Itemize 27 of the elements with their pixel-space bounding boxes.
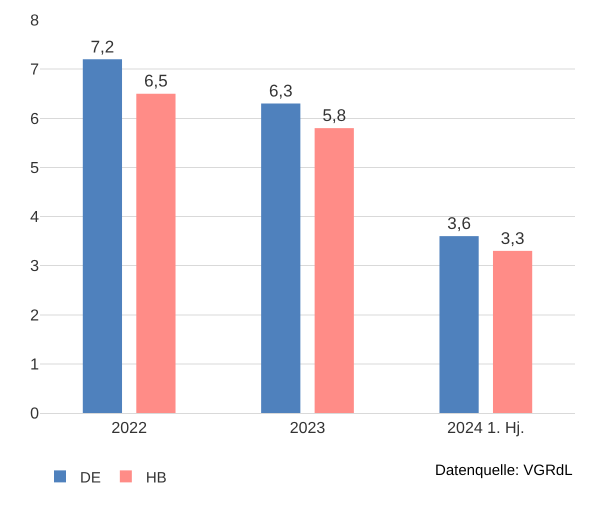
data-label: 7,2 — [90, 37, 114, 56]
data-label: 6,5 — [144, 72, 168, 91]
bar — [261, 104, 300, 413]
bar — [492, 250, 532, 413]
y-tick-label: 6 — [30, 110, 40, 128]
y-tick-label: 3 — [30, 258, 40, 276]
legend-label: DE — [80, 469, 101, 486]
bar — [439, 236, 479, 413]
x-tick-label: 2023 — [290, 420, 326, 438]
data-label: 6,3 — [268, 82, 293, 101]
x-tick-label: 2022 — [111, 420, 148, 438]
y-tick-label: 4 — [30, 209, 40, 226]
y-tick-label: 0 — [30, 406, 40, 423]
y-tick-label: 2 — [30, 307, 40, 324]
bar — [136, 94, 176, 413]
y-tick-label: 7 — [30, 62, 40, 79]
x-tick-label: 2024 1. Hj. — [447, 420, 525, 438]
bar — [314, 128, 354, 413]
data-label: 5,8 — [322, 106, 346, 126]
text: Datenquelle: VGRdL — [435, 462, 573, 479]
y-tick-label: 8 — [30, 12, 40, 30]
legend-label: HB — [146, 469, 167, 486]
data-label: 3,3 — [500, 228, 524, 248]
data-label: 3,6 — [447, 214, 471, 234]
y-tick-label: 5 — [30, 160, 40, 177]
y-tick-label: 1 — [30, 356, 40, 374]
bar — [82, 59, 122, 413]
